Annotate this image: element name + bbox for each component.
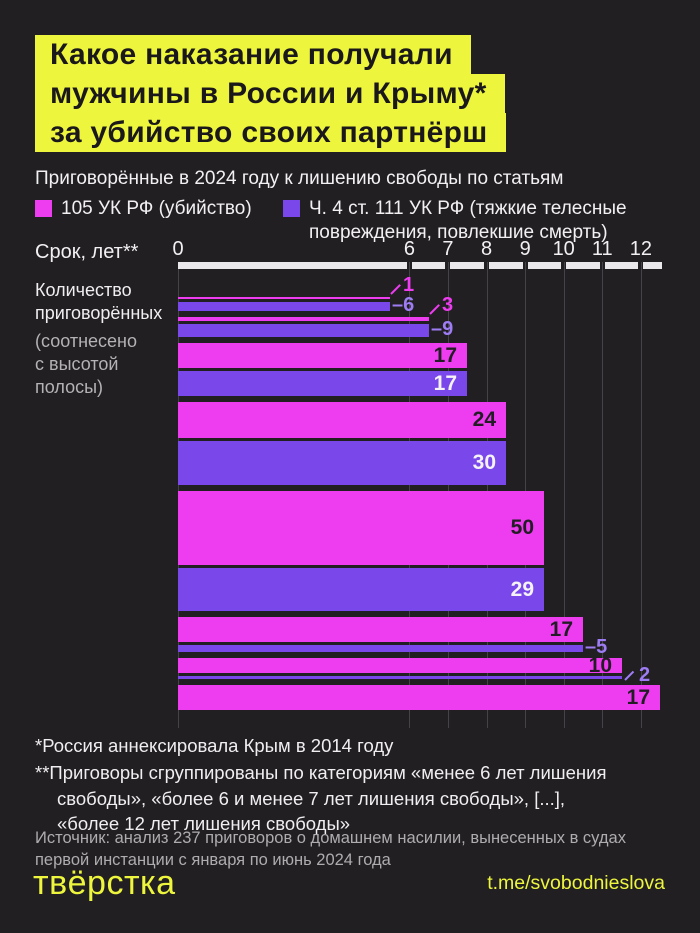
bar-article-105 [178,317,429,321]
bar-value-label: 17 [549,618,573,641]
bar-article-111 [178,324,429,337]
legend-item-article-105: 105 УК РФ (убийство) [35,197,252,221]
bar-value-label: 29 [510,578,534,601]
y-axis-note: Количество приговорённых [35,280,163,323]
bar-value-label: –5 [585,635,608,658]
x-axis-line [527,262,562,269]
gridline [640,262,642,728]
bar-value-label: 3 [442,294,454,316]
bar-article-105: 50 [178,491,544,565]
bar-value-label: –9 [431,317,454,340]
legend-swatch-magenta [35,200,52,217]
x-tick-label: 8 [480,238,493,260]
legend-label: 105 УК РФ (убийство) [61,198,252,219]
bar-article-105: 17 [178,343,467,368]
x-tick-label: 11 [591,238,613,260]
title-line-2: мужчины в России и Крыму* [35,74,505,113]
x-axis-line [178,262,407,269]
telegram-link[interactable]: t.me/svobodnieslova [487,872,665,894]
gridline [563,262,565,728]
bar-article-111 [178,645,583,652]
x-axis-line [643,262,663,269]
bar-article-111: 29 [178,568,544,611]
title-line-3: за убийство своих партнёрш [35,113,506,152]
bar-article-111 [178,302,390,311]
x-tick-label: 10 [552,238,575,260]
bar-value-label: 1 [403,274,415,296]
footnote-grouping: **Приговоры сгруппированы по категориям … [35,762,607,834]
bar-article-111 [178,676,622,679]
x-axis-line [489,262,523,269]
bar-value-label: 2 [639,664,651,686]
bar-value-label: 17 [626,686,650,709]
callout-line [429,304,440,315]
x-tick-label: 0 [172,238,184,260]
legend-swatch-purple [283,200,300,217]
x-axis-line [566,262,600,269]
x-tick-label: 7 [442,238,454,260]
gridline [602,262,604,728]
bar-value-label: 24 [472,408,496,431]
legend-item-article-111: Ч. 4 ст. 111 УК РФ (тяжкие телесные повр… [283,197,663,245]
bar-article-105: 17 [178,685,660,710]
bar-article-105: 24 [178,402,506,438]
chart-subtitle: Приговорённые в 2024 году к лишению своб… [35,168,564,189]
bar-value-label: 17 [433,344,457,367]
footnote-crimea: *Россия аннексировала Крым в 2014 году [35,735,394,756]
title-line-1: Какое наказание получали [35,35,471,74]
x-tick-label: 6 [403,238,415,260]
legend-label: Ч. 4 ст. 111 УК РФ (тяжкие телесные повр… [309,198,627,243]
page-title: Какое наказание получали мужчины в Росси… [35,35,506,152]
bar-article-105: 17 [178,617,583,642]
bar-value-label: 50 [510,516,534,539]
bar-article-105 [178,297,390,299]
x-tick-label: 9 [519,238,531,260]
bar-value-label: 10 [588,654,612,677]
verstka-logo: твёрстка [33,864,176,902]
source-note: Источник: анализ 237 приговоров о домашн… [35,829,626,869]
x-axis-line [604,262,639,269]
x-axis-line [450,262,485,269]
x-axis-title: Срок, лет** [35,241,139,263]
bar-article-105: 10 [178,654,622,677]
bar-article-111: 30 [178,441,506,485]
callout-line [624,670,635,681]
bar-value-label: –6 [392,293,415,316]
y-axis-note-secondary: (соотнесено с высотой полосы) [35,331,137,397]
bar-value-label: 17 [433,372,457,395]
x-tick-label: 12 [629,238,652,260]
bar-article-111: 17 [178,371,467,396]
x-axis-line [411,262,446,269]
bar-value-label: 30 [472,451,496,474]
